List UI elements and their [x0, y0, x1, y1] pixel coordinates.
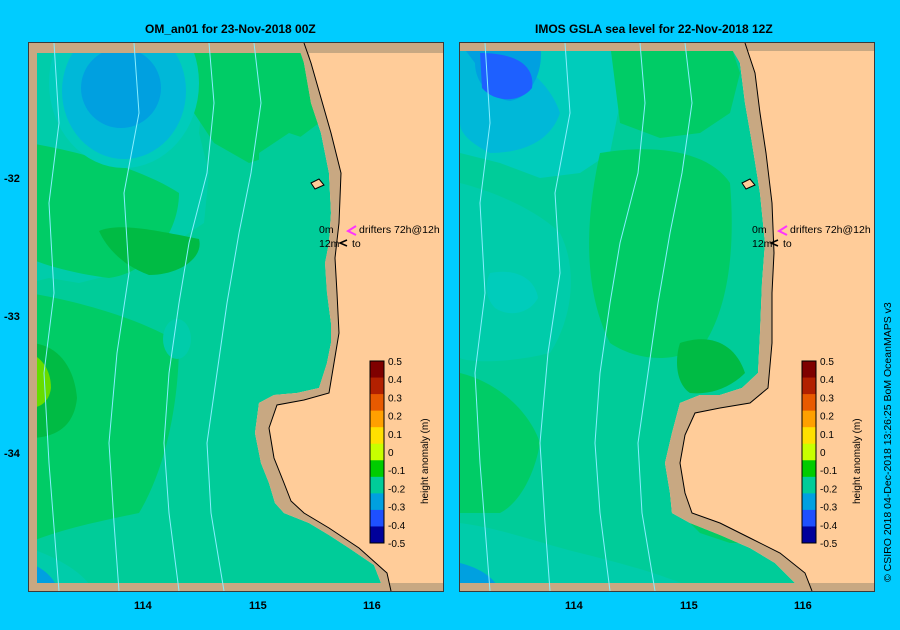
- drifters-label-2: to: [783, 238, 792, 250]
- colorbar-swatch: [802, 509, 816, 527]
- colorbar-swatch: [370, 443, 384, 461]
- lat-tick-34: -34: [4, 448, 20, 460]
- colorbar-tick-label: -0.2: [820, 484, 838, 495]
- drifters-label-1: drifters 72h@12h: [359, 224, 440, 236]
- colorbar-swatch: [370, 526, 384, 544]
- colorbar-swatch: [802, 410, 816, 428]
- lon-tick-116-right: 116: [794, 600, 812, 612]
- colorbar-swatch: [802, 361, 816, 379]
- colorbar-right: 0.5 0.4 0.3 0.2 0.1 0 -0.1 -0.2 -0.3 -0.4 -0.5 heig…: [798, 355, 864, 551]
- depth-label-0m: 0m: [319, 224, 334, 236]
- colorbar-swatch: [802, 394, 816, 412]
- lon-tick-114-left: 114: [134, 600, 152, 612]
- colorbar-tick-label: 0.3: [388, 393, 402, 404]
- colorbar-swatch: [802, 427, 816, 445]
- colorbar-title: height anomaly (m): [420, 418, 431, 504]
- colorbar-swatch: [370, 476, 384, 494]
- lon-tick-114-right: 114: [565, 600, 583, 612]
- drifter-arrow-black: [338, 239, 348, 247]
- colorbar-swatch: [370, 377, 384, 395]
- colorbar-swatch: [370, 361, 384, 379]
- colorbar-tick-label: 0: [820, 448, 826, 459]
- colorbar-swatch: [370, 460, 384, 478]
- colorbar-swatch: [802, 377, 816, 395]
- colorbar-swatch: [802, 526, 816, 544]
- colorbar-swatch: [802, 493, 816, 511]
- colorbar-tick-label: -0.3: [820, 503, 838, 514]
- colorbar-swatch: [802, 460, 816, 478]
- colorbar-tick-label: 0.4: [388, 375, 402, 386]
- map-left[interactable]: 0m 12m drifters 72h@12h to 0.5 0.4 0.3 0.2 0…: [28, 42, 444, 592]
- drifter-arrow-pink: [776, 225, 788, 236]
- colorbar-tick-label: -0.3: [388, 503, 406, 514]
- colorbar-swatch: [370, 493, 384, 511]
- colorbar-tick-label: 0: [388, 448, 394, 459]
- colorbar-tick-label: -0.4: [820, 521, 838, 532]
- sea-level-map-right: 0m 12m drifters 72h@12h to 0.50.40.30.20…: [460, 43, 874, 591]
- lat-tick-32: -32: [4, 173, 20, 185]
- colorbar-swatch: [370, 427, 384, 445]
- colorbar-tick-label: -0.5: [388, 539, 406, 550]
- depth-label-12m: 12m: [319, 238, 340, 250]
- lon-tick-115-right: 115: [680, 600, 698, 612]
- lon-tick-115-left: 115: [249, 600, 267, 612]
- colorbar-tick-label: -0.1: [820, 466, 838, 477]
- colorbar-tick-label: 0.2: [388, 412, 402, 423]
- colorbar-tick-label: -0.2: [388, 484, 406, 495]
- colorbar-tick-label: 0.2: [820, 412, 834, 423]
- colorbar-tick-label: 0.1: [820, 430, 834, 441]
- colorbar-title: height anomaly (m): [852, 418, 863, 504]
- map-right[interactable]: 0m 12m drifters 72h@12h to 0.5 0.4 0.3 0.2 0…: [459, 42, 875, 592]
- colorbar-swatch: [802, 443, 816, 461]
- drifters-label-1: drifters 72h@12h: [790, 224, 871, 236]
- colorbar-swatch: [370, 394, 384, 412]
- colorbar-tick-label: 0.5: [388, 357, 402, 368]
- depth-label-12m: 12m: [752, 238, 773, 250]
- depth-label-0m: 0m: [752, 224, 767, 236]
- credit-text: © CSIRO 2018 04-Dec-2018 13:26:25 BoM Oc…: [882, 302, 894, 582]
- colorbar-tick-label: 0.3: [820, 393, 834, 404]
- panel-title-left: OM_an01 for 23-Nov-2018 00Z: [145, 22, 316, 36]
- colorbar-swatch: [802, 476, 816, 494]
- colorbar-tick-label: -0.1: [388, 466, 406, 477]
- colorbar-tick-label: -0.5: [820, 539, 838, 550]
- drifter-arrow-pink: [345, 225, 357, 236]
- colorbar-tick-label: -0.4: [388, 521, 406, 532]
- sea-level-map-left: 0m 12m drifters 72h@12h to 0.50.40.30.20…: [29, 43, 443, 591]
- lat-tick-33: -33: [4, 311, 20, 323]
- drifter-arrow-black: [769, 239, 779, 247]
- colorbar-tick-label: 0.4: [820, 375, 834, 386]
- colorbar-left: 0.5 0.4 0.3 0.2 0.1 0 -0.1 -0.2 -0.3 -0.4 -0.5 heig…: [366, 355, 432, 551]
- colorbar-swatch: [370, 410, 384, 428]
- colorbar-swatch: [370, 509, 384, 527]
- colorbar-tick-label: 0.5: [820, 357, 834, 368]
- colorbar-tick-label: 0.1: [388, 430, 402, 441]
- panel-title-right: IMOS GSLA sea level for 22-Nov-2018 12Z: [535, 22, 773, 36]
- lon-tick-116-left: 116: [363, 600, 381, 612]
- drifters-label-2: to: [352, 238, 361, 250]
